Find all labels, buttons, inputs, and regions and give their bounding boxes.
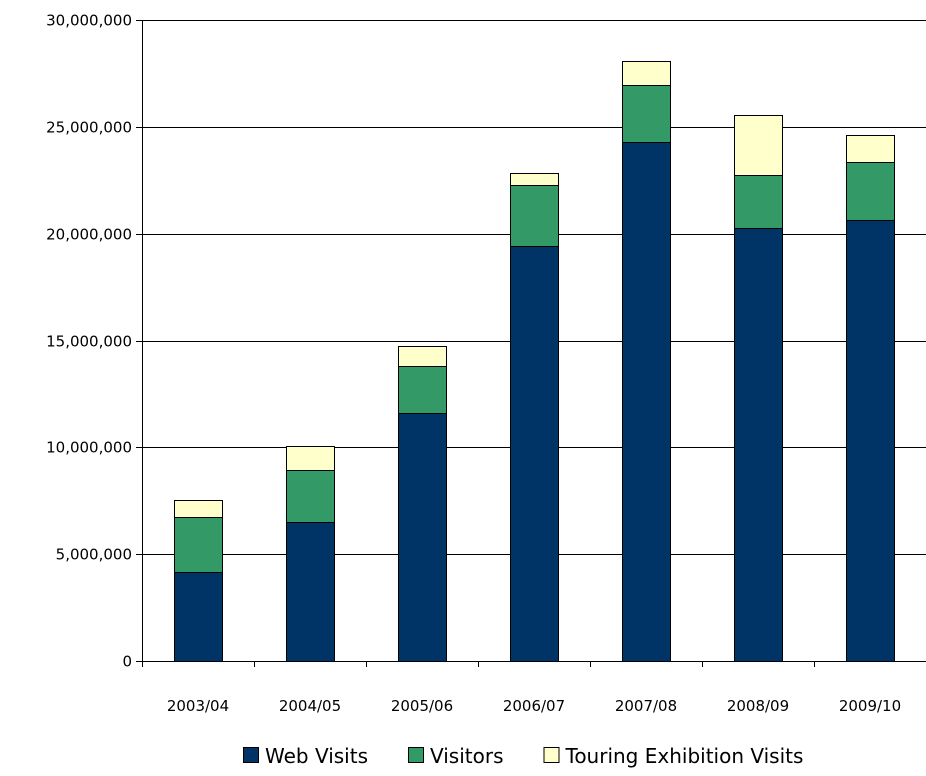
bar-touring-exhibition-visits [398, 346, 447, 367]
bar-touring-exhibition-visits [174, 500, 223, 518]
bar-touring-exhibition-visits [734, 115, 783, 176]
bar-touring-exhibition-visits [286, 446, 335, 471]
bar-web-visits [286, 522, 335, 662]
bar-touring-exhibition-visits [622, 61, 671, 86]
bar-web-visits [398, 413, 447, 662]
bar-web-visits [846, 220, 895, 662]
y-tick-label: 20,000,000 [46, 226, 132, 244]
legend-swatch-web-visits [243, 747, 259, 763]
bar-web-visits [734, 228, 783, 662]
y-tick-label: 30,000,000 [46, 12, 132, 30]
bar-touring-exhibition-visits [510, 173, 559, 186]
bar-visitors [286, 470, 335, 523]
bar-web-visits [510, 246, 559, 662]
bars [174, 61, 895, 662]
bar-visitors [174, 517, 223, 573]
bar-visitors [622, 85, 671, 143]
x-tick-label: 2006/07 [503, 697, 565, 715]
legend: Web Visits Visitors Touring Exhibition Vis… [243, 744, 804, 768]
x-tick-label: 2007/08 [615, 697, 677, 715]
y-tick-label: 15,000,000 [46, 333, 132, 351]
x-tick-label: 2003/04 [167, 697, 229, 715]
legend-label-web-visits: Web Visits [265, 744, 368, 768]
y-tick-label: 5,000,000 [56, 546, 132, 564]
x-tick-label: 2005/06 [391, 697, 453, 715]
legend-label-touring-exhibition-visits: Touring Exhibition Visits [565, 744, 804, 768]
y-tick-label: 10,000,000 [46, 439, 132, 457]
bar-web-visits [622, 142, 671, 662]
axes: 0 5,000,000 10,000,000 15,000,000 20,000,000… [46, 12, 926, 715]
x-tick-label: 2009/10 [839, 697, 901, 715]
legend-swatch-touring-exhibition-visits [543, 747, 560, 763]
x-tick-label: 2004/05 [279, 697, 341, 715]
bar-visitors [510, 185, 559, 247]
y-tick-label: 0 [122, 653, 132, 671]
x-tick-label: 2008/09 [727, 697, 789, 715]
legend-swatch-visitors [408, 747, 424, 763]
bar-visitors [734, 175, 783, 229]
bar-touring-exhibition-visits [846, 135, 895, 163]
bar-visitors [398, 366, 447, 414]
legend-label-visitors: Visitors [430, 744, 504, 768]
bar-visitors [846, 162, 895, 221]
y-tick-label: 25,000,000 [46, 119, 132, 137]
bar-web-visits [174, 572, 223, 662]
